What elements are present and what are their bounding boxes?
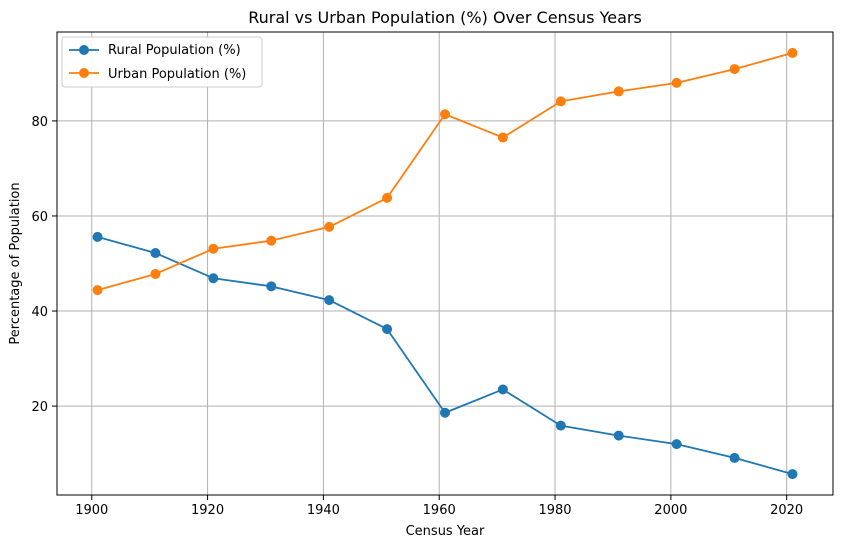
data-point — [497, 384, 508, 395]
y-tick-label: 20 — [31, 400, 48, 415]
series-rural — [92, 231, 798, 480]
data-point — [208, 273, 219, 284]
legend: Rural Population (%) Urban Population (%… — [61, 36, 263, 88]
data-point — [671, 77, 682, 88]
data-point — [671, 439, 682, 450]
plot-area-frame — [56, 31, 834, 496]
legend-urban-marker — [79, 68, 89, 78]
chart-title: Rural vs Urban Population (%) Over Censu… — [248, 8, 642, 27]
data-point — [382, 324, 393, 335]
series-urban — [92, 47, 798, 296]
x-tick-label: 2000 — [654, 503, 687, 518]
data-point — [555, 420, 566, 431]
data-point — [208, 243, 219, 254]
data-point — [613, 430, 624, 441]
x-tick-label: 2020 — [770, 503, 803, 518]
data-point — [555, 96, 566, 107]
legend-label-rural: Rural Population (%) — [108, 43, 241, 58]
data-point — [497, 132, 508, 143]
data-point — [150, 268, 161, 279]
y-tick-label: 40 — [31, 305, 48, 320]
y-tick-label: 60 — [31, 210, 48, 225]
legend-box — [61, 36, 263, 88]
x-tick-label: 1900 — [75, 503, 108, 518]
data-point — [324, 295, 335, 306]
data-point — [729, 64, 740, 75]
data-point — [382, 192, 393, 203]
grid — [57, 32, 833, 495]
x-axis-label: Census Year — [406, 524, 485, 539]
series-layer — [92, 47, 798, 480]
x-tick-label: 1960 — [423, 503, 456, 518]
data-point — [150, 248, 161, 259]
y-tick-label: 80 — [31, 115, 48, 130]
data-point — [787, 47, 798, 58]
series-line — [96, 52, 794, 292]
legend-label-urban: Urban Population (%) — [108, 67, 246, 82]
x-tick-label: 1940 — [307, 503, 340, 518]
data-point — [324, 221, 335, 232]
data-point — [92, 285, 103, 296]
y-axis-label: Percentage of Population — [8, 182, 23, 344]
series-line — [96, 235, 794, 475]
data-point — [729, 452, 740, 463]
data-point — [92, 231, 103, 242]
x-tick-label: 1980 — [538, 503, 571, 518]
x-tick-label: 1920 — [191, 503, 224, 518]
data-point — [613, 86, 624, 97]
data-point — [440, 109, 450, 120]
data-point — [266, 235, 277, 246]
data-point — [266, 281, 277, 292]
data-point — [787, 469, 798, 480]
data-point — [440, 407, 450, 418]
legend-rural-marker — [79, 45, 89, 55]
